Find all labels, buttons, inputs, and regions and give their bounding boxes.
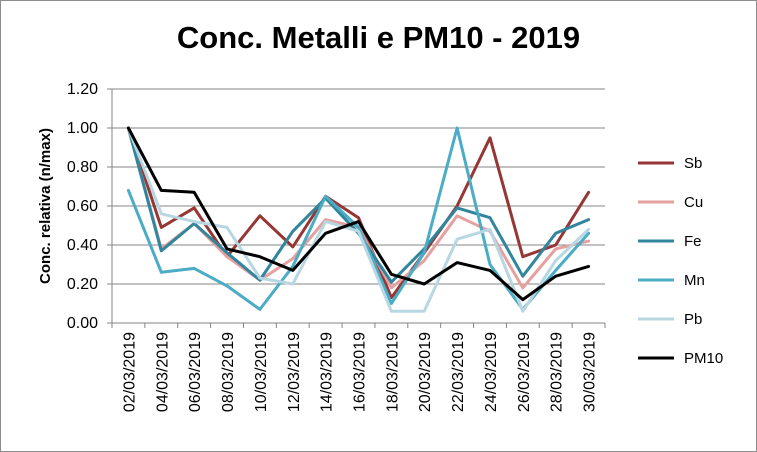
legend-label: Cu xyxy=(684,194,703,211)
chart-title: Conc. Metalli e PM10 - 2019 xyxy=(176,20,581,55)
series-line-mn xyxy=(126,126,591,311)
x-tick-label: 22/03/2019 xyxy=(450,332,467,412)
series-lines xyxy=(126,126,591,313)
y-tick-label: 1.00 xyxy=(67,120,98,137)
x-tick-label: 20/03/2019 xyxy=(417,332,434,412)
legend-label: Fe xyxy=(684,233,702,250)
series-line-pb xyxy=(126,126,591,313)
x-tick-label: 24/03/2019 xyxy=(483,332,500,412)
x-tick-label: 30/03/2019 xyxy=(582,332,599,412)
legend-label: Sb xyxy=(684,155,702,172)
x-tick-label: 16/03/2019 xyxy=(352,332,369,412)
y-tick-label: 1.20 xyxy=(67,81,98,98)
gridlines xyxy=(112,88,605,285)
y-tick-label: 0.60 xyxy=(67,198,98,215)
y-tick-label: 0.20 xyxy=(67,276,98,293)
x-tick-label: 08/03/2019 xyxy=(220,332,237,412)
x-tick-label: 02/03/2019 xyxy=(121,332,138,412)
legend-label: PM10 xyxy=(684,350,723,367)
x-tick-label: 28/03/2019 xyxy=(549,332,566,412)
y-axis-label: Conc. relativa (n/max) xyxy=(37,128,54,284)
x-tick-label: 26/03/2019 xyxy=(516,332,533,412)
series-line-cu xyxy=(126,126,591,290)
y-tick-label: 0.00 xyxy=(67,315,98,332)
x-tick-label: 04/03/2019 xyxy=(154,332,171,412)
y-tick-label: 0.80 xyxy=(67,159,98,176)
x-tick-label: 12/03/2019 xyxy=(286,332,303,412)
x-tick-label: 14/03/2019 xyxy=(319,332,336,412)
x-tick-label: 18/03/2019 xyxy=(384,332,401,412)
x-tick-label: 06/03/2019 xyxy=(187,332,204,412)
axes: 0.00 0.20 0.40 0.60 0.80 1.00 1.20 02/03/2019 04… xyxy=(67,81,606,412)
y-tick-label: 0.40 xyxy=(67,237,98,254)
legend: Sb Cu Fe Mn Pb PM10 xyxy=(638,155,723,367)
series-line-fe xyxy=(126,126,591,284)
series-line-pm10 xyxy=(126,126,591,302)
legend-label: Mn xyxy=(684,272,705,289)
x-tick-label: 10/03/2019 xyxy=(253,332,270,412)
legend-label: Pb xyxy=(684,311,702,328)
